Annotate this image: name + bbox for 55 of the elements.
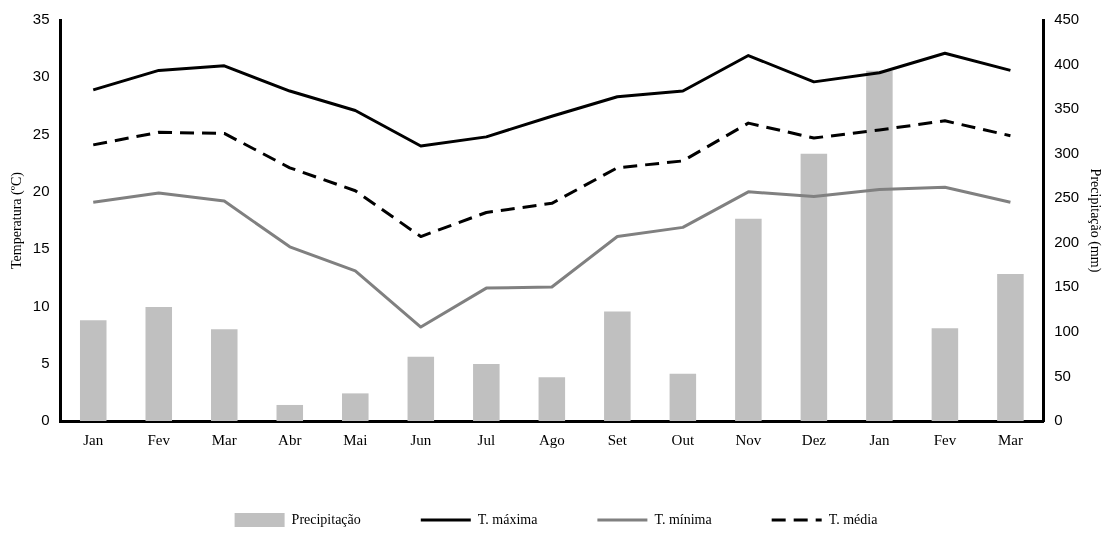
x-tick-label: Jan bbox=[869, 431, 890, 448]
x-tick-label: Fev bbox=[147, 431, 171, 448]
bar bbox=[800, 153, 828, 421]
bar bbox=[931, 328, 959, 421]
y2-tick-label: 450 bbox=[1054, 10, 1080, 28]
line-series bbox=[91, 119, 1012, 239]
legend-label: T. máxima bbox=[477, 511, 539, 527]
bar bbox=[538, 377, 566, 421]
y2-tick-label: 250 bbox=[1054, 188, 1080, 206]
y2-tick-label: 300 bbox=[1054, 143, 1080, 161]
bar bbox=[407, 356, 435, 421]
legend-label: Precipitação bbox=[291, 511, 361, 527]
bar bbox=[604, 311, 631, 421]
x-tick-label: Nov bbox=[735, 431, 762, 448]
y2-tick-label: 50 bbox=[1054, 366, 1071, 384]
y2-axis-title: Precipitação (mm) bbox=[1086, 168, 1103, 273]
y-axis-title: Temperatura (ºC) bbox=[9, 171, 26, 270]
bar bbox=[473, 363, 500, 421]
x-tick-label: Set bbox=[607, 431, 628, 448]
y-tick-label: 0 bbox=[41, 411, 50, 429]
x-tick-label: Mar bbox=[211, 431, 237, 448]
x-tick-label: Jan bbox=[83, 431, 104, 448]
x-tick-label: Jul bbox=[477, 431, 496, 448]
bar bbox=[669, 373, 697, 421]
x-tick-label: Mai bbox=[343, 431, 368, 448]
x-tick-label: Mar bbox=[997, 431, 1023, 448]
bar bbox=[342, 393, 369, 421]
y2-tick-label: 150 bbox=[1054, 277, 1080, 295]
legend-label: T. média bbox=[828, 511, 879, 527]
x-tick-label: Fev bbox=[933, 431, 957, 448]
y2-tick-label: 400 bbox=[1054, 54, 1080, 72]
legend-label: T. mínima bbox=[654, 511, 713, 527]
y-tick-label: 15 bbox=[32, 239, 50, 257]
y2-tick-label: 200 bbox=[1054, 232, 1080, 250]
bar bbox=[276, 404, 304, 421]
y-tick-label: 20 bbox=[32, 182, 50, 199]
y-tick-label: 25 bbox=[32, 124, 50, 142]
bar bbox=[997, 273, 1024, 421]
y-tick-label: 10 bbox=[32, 296, 50, 314]
y-tick-label: 35 bbox=[32, 10, 50, 28]
x-tick-label: Dez bbox=[801, 431, 827, 448]
x-tick-label: Ago bbox=[538, 431, 565, 448]
y-tick-label: 30 bbox=[32, 67, 50, 85]
bar bbox=[211, 329, 238, 421]
bar bbox=[866, 70, 893, 421]
y2-tick-label: 0 bbox=[1054, 411, 1063, 429]
x-tick-label: Abr bbox=[278, 431, 302, 448]
y2-tick-label: 350 bbox=[1054, 99, 1080, 117]
y2-tick-label: 100 bbox=[1054, 322, 1080, 340]
x-tick-label: Jun bbox=[410, 431, 432, 448]
y-tick-label: 5 bbox=[41, 353, 50, 371]
x-tick-label: Out bbox=[671, 431, 695, 448]
bar bbox=[145, 306, 173, 421]
bar bbox=[735, 218, 762, 421]
bar bbox=[79, 320, 107, 421]
